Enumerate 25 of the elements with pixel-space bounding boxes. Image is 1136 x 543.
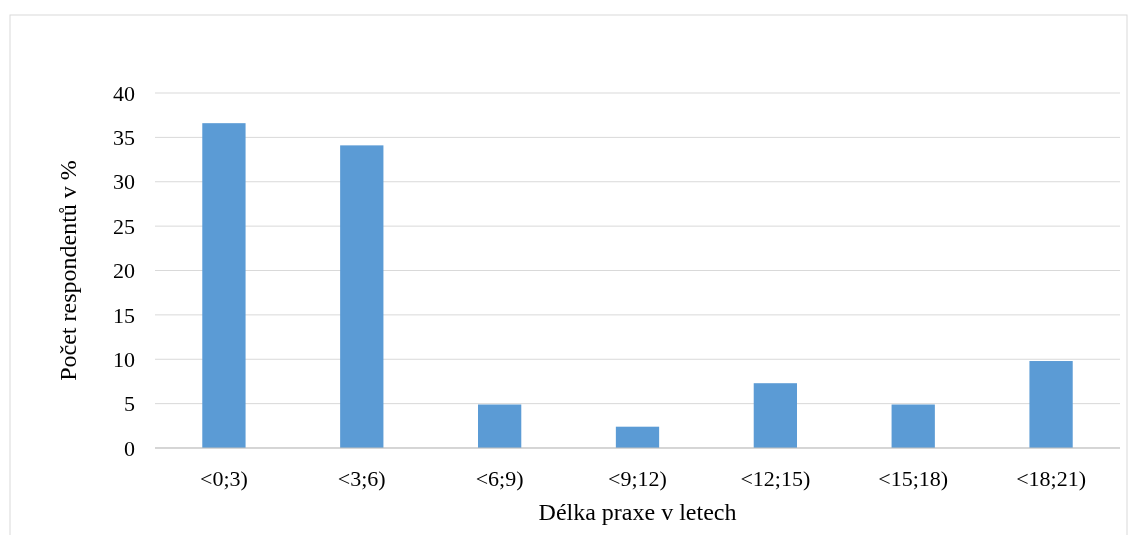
y-tick-label: 35 — [113, 125, 135, 151]
y-tick-label: 5 — [124, 391, 135, 417]
y-tick-label: 25 — [113, 213, 135, 239]
bar — [615, 426, 660, 448]
y-tick-label: 40 — [113, 80, 135, 106]
x-tick-label: <18;21) — [1016, 466, 1086, 491]
bar — [753, 383, 797, 448]
y-tick-label: 30 — [113, 169, 135, 195]
x-tick-label: <9;12) — [608, 466, 667, 491]
x-tick-label: <0;3) — [200, 466, 248, 491]
y-tick-label: 10 — [113, 346, 135, 372]
bar — [1029, 361, 1073, 448]
bar — [478, 404, 522, 448]
bar — [891, 404, 935, 448]
bar — [340, 145, 384, 448]
x-tick-label: <12;15) — [740, 466, 811, 491]
bar — [202, 123, 246, 448]
y-tick-label: 15 — [113, 302, 135, 328]
y-tick-label: 20 — [113, 258, 135, 284]
x-tick-label: <6;9) — [475, 466, 524, 491]
x-tick-label: <15;18) — [878, 466, 949, 491]
x-axis-title: Délka praxe v letech — [538, 499, 737, 525]
y-tick-label: 0 — [124, 435, 135, 461]
y-axis-title: Počet respondentů v % — [55, 160, 81, 381]
x-tick-label: <3;6) — [337, 466, 386, 491]
